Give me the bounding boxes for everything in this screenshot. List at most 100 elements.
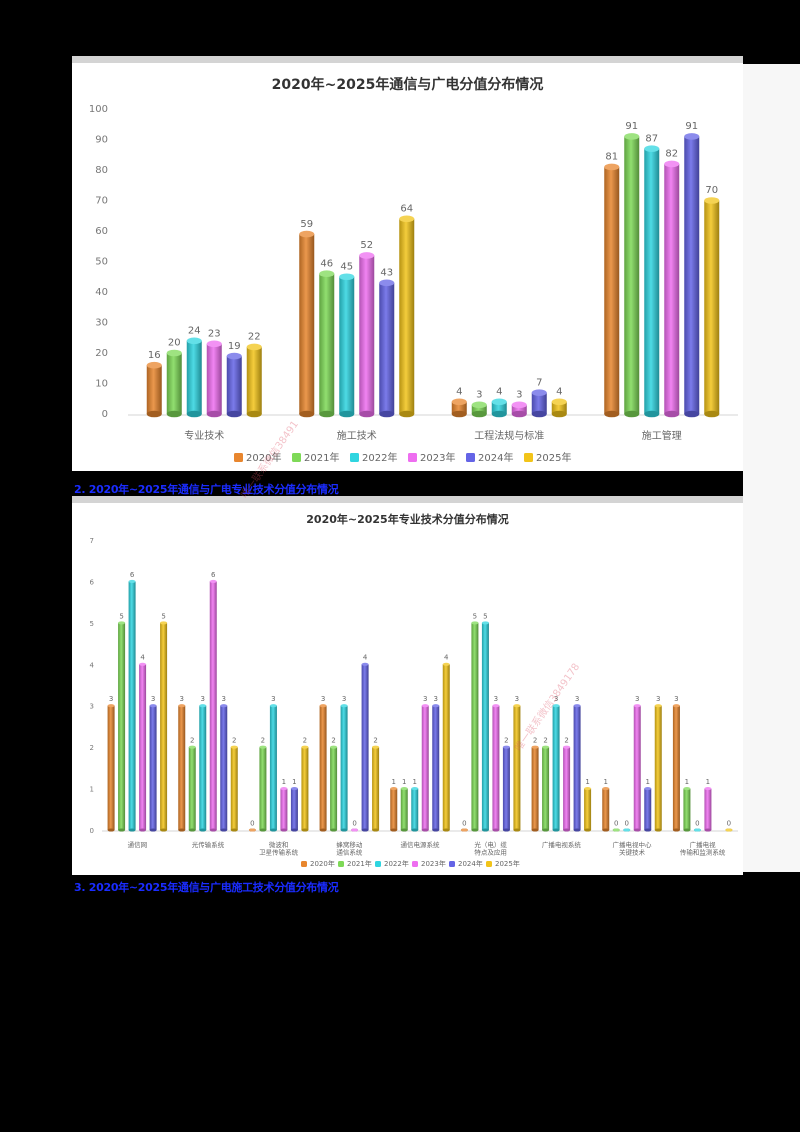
bar[interactable]: 4 xyxy=(551,387,567,418)
bar[interactable]: 0 xyxy=(693,819,701,832)
bar[interactable]: 3 xyxy=(319,695,327,832)
legend-item[interactable]: 2020年 xyxy=(301,859,335,868)
bar[interactable]: 0 xyxy=(725,819,733,832)
bar[interactable]: 1 xyxy=(602,778,610,832)
bar[interactable]: 16 xyxy=(146,350,162,418)
bar[interactable]: 87 xyxy=(644,133,660,418)
bar[interactable]: 2 xyxy=(301,737,309,832)
bar[interactable]: 3 xyxy=(340,695,348,832)
legend-item[interactable]: 2023年 xyxy=(408,451,455,464)
bar[interactable]: 23 xyxy=(206,329,222,418)
legend-item[interactable]: 2025年 xyxy=(524,451,571,464)
bar[interactable]: 1 xyxy=(280,778,288,832)
bar[interactable]: 64 xyxy=(399,204,415,418)
bar[interactable]: 3 xyxy=(432,695,440,832)
bar[interactable]: 1 xyxy=(390,778,398,832)
x-axis-category-label: 卫星传输系统 xyxy=(259,848,299,857)
bar[interactable]: 5 xyxy=(118,612,126,832)
bar[interactable]: 2 xyxy=(502,737,510,832)
bar[interactable]: 46 xyxy=(319,258,335,418)
bar[interactable]: 2 xyxy=(259,737,267,832)
bar[interactable]: 2 xyxy=(188,737,196,832)
bar[interactable]: 7 xyxy=(531,377,547,418)
bar[interactable]: 82 xyxy=(664,149,680,418)
bar[interactable]: 6 xyxy=(128,571,136,832)
bar[interactable]: 0 xyxy=(612,819,620,832)
bar[interactable]: 20 xyxy=(166,338,182,418)
legend-item[interactable]: 2023年 xyxy=(412,859,446,868)
bar[interactable]: 1 xyxy=(411,778,419,832)
bar[interactable]: 4 xyxy=(139,654,147,832)
legend-item[interactable]: 2021年 xyxy=(338,859,372,868)
bar[interactable]: 2 xyxy=(563,737,571,832)
bar[interactable]: 59 xyxy=(299,219,315,418)
bar[interactable]: 6 xyxy=(209,571,217,832)
bar[interactable]: 0 xyxy=(460,819,468,832)
bar[interactable]: 3 xyxy=(552,695,560,832)
bar[interactable]: 1 xyxy=(704,778,712,832)
legend-label: 2020年 xyxy=(246,451,281,464)
svg-text:4: 4 xyxy=(90,661,95,669)
bar[interactable]: 1 xyxy=(400,778,408,832)
bar[interactable]: 5 xyxy=(481,612,489,832)
bar[interactable]: 4 xyxy=(451,387,467,418)
bar[interactable]: 2 xyxy=(531,737,539,832)
bar[interactable]: 0 xyxy=(351,819,359,832)
bar[interactable]: 4 xyxy=(491,387,507,418)
bar[interactable]: 5 xyxy=(471,612,479,832)
legend-item[interactable]: 2025年 xyxy=(486,859,520,868)
bar[interactable]: 91 xyxy=(684,121,700,418)
bar[interactable]: 3 xyxy=(672,695,680,832)
bar[interactable]: 3 xyxy=(573,695,581,832)
bar[interactable]: 1 xyxy=(290,778,298,832)
bar[interactable]: 3 xyxy=(107,695,115,832)
bar[interactable]: 45 xyxy=(339,261,355,418)
bar[interactable]: 22 xyxy=(246,332,262,418)
bar[interactable]: 3 xyxy=(421,695,429,832)
bar[interactable]: 3 xyxy=(492,695,500,832)
bar[interactable]: 1 xyxy=(584,778,592,832)
legend-item[interactable]: 2021年 xyxy=(292,451,339,464)
bar[interactable]: 2 xyxy=(330,737,338,832)
bar[interactable]: 81 xyxy=(604,152,620,418)
bar[interactable]: 4 xyxy=(442,654,450,832)
bar[interactable]: 19 xyxy=(226,341,242,418)
legend-item[interactable]: 2022年 xyxy=(350,451,397,464)
legend-item[interactable]: 2024年 xyxy=(466,451,513,464)
bar[interactable]: 3 xyxy=(633,695,641,832)
bar[interactable]: 3 xyxy=(199,695,207,832)
bar[interactable]: 2 xyxy=(230,737,238,832)
bar[interactable]: 5 xyxy=(160,612,168,832)
bar[interactable]: 3 xyxy=(654,695,662,832)
legend-item[interactable]: 2020年 xyxy=(234,451,281,464)
bar[interactable]: 3 xyxy=(149,695,157,832)
legend-item[interactable]: 2022年 xyxy=(375,859,409,868)
bar[interactable]: 1 xyxy=(683,778,691,832)
bar[interactable]: 3 xyxy=(220,695,228,832)
bar[interactable]: 4 xyxy=(361,654,369,832)
legend-swatch-icon xyxy=(350,453,359,462)
bar[interactable]: 2 xyxy=(372,737,380,832)
bar-value-label: 4 xyxy=(496,387,502,398)
bar[interactable]: 0 xyxy=(623,819,631,832)
legend-swatch-icon xyxy=(234,453,243,462)
bar-value-label: 3 xyxy=(342,695,346,703)
bar[interactable]: 3 xyxy=(178,695,186,832)
bar-group: 3 2 3 6 3 2 xyxy=(178,571,238,832)
bar[interactable]: 24 xyxy=(186,326,202,418)
bar[interactable]: 52 xyxy=(359,240,375,418)
bar[interactable]: 1 xyxy=(644,778,652,832)
bar[interactable]: 70 xyxy=(704,185,720,418)
bar[interactable]: 43 xyxy=(379,268,395,418)
bar[interactable]: 0 xyxy=(248,819,256,832)
bar[interactable]: 3 xyxy=(471,390,487,418)
bar[interactable]: 3 xyxy=(513,695,521,832)
bar[interactable]: 3 xyxy=(511,390,527,418)
bar[interactable]: 91 xyxy=(624,121,640,418)
bar[interactable]: 3 xyxy=(269,695,277,832)
legend-item[interactable]: 2024年 xyxy=(449,859,483,868)
x-axis-category-label: 通信系统 xyxy=(336,848,363,857)
legend-label: 2025年 xyxy=(495,859,520,868)
bar[interactable]: 2 xyxy=(542,737,550,832)
legend-label: 2022年 xyxy=(384,859,409,868)
